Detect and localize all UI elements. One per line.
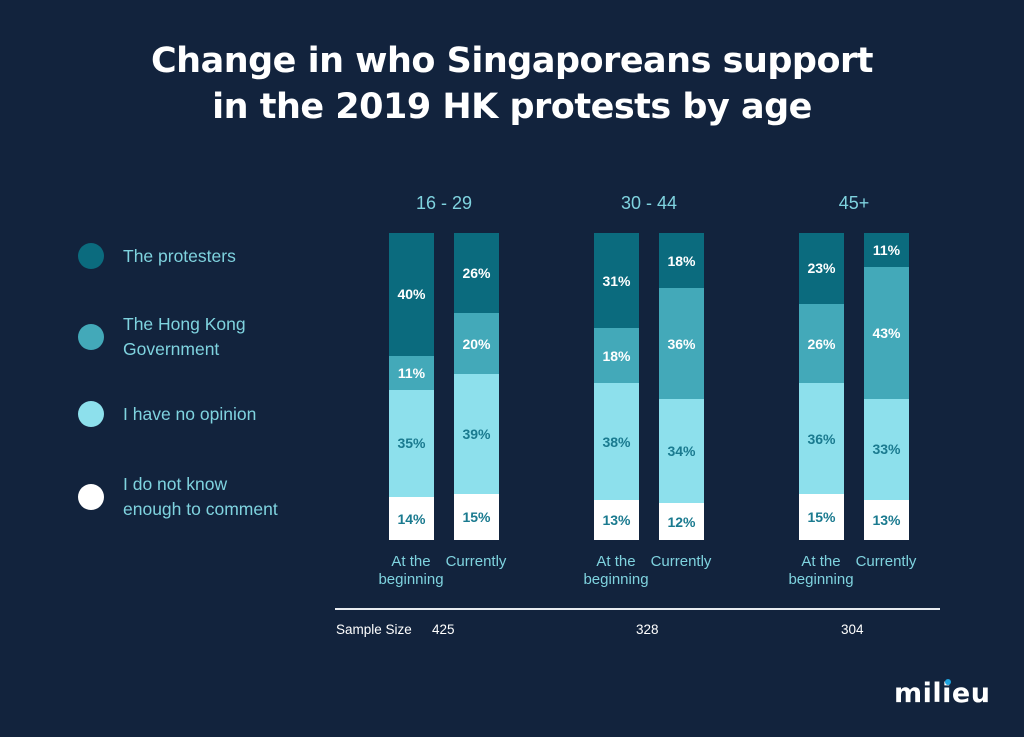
data-label: 33% bbox=[872, 441, 900, 457]
sample-size-value: 328 bbox=[636, 622, 659, 637]
bar-segment: 15% bbox=[799, 494, 844, 540]
title-line-1: Change in who Singaporeans support bbox=[0, 38, 1024, 84]
bar-segment: 31% bbox=[594, 233, 639, 328]
legend-label: The Hong KongGovernment bbox=[123, 312, 246, 362]
legend-item: I have no opinion bbox=[78, 401, 256, 427]
chart-title: Change in who Singaporeans support in th… bbox=[0, 38, 1024, 130]
data-label: 40% bbox=[397, 286, 425, 302]
legend-swatch-icon bbox=[78, 401, 104, 427]
logo-accent-dot bbox=[945, 679, 951, 685]
stacked-bar: 26% 20% 39% 15% bbox=[454, 233, 499, 540]
bar-category-label: Currently bbox=[636, 553, 726, 571]
bar-segment: 11% bbox=[389, 356, 434, 390]
data-label: 39% bbox=[462, 426, 490, 442]
data-label: 36% bbox=[807, 431, 835, 447]
milieu-logo: milieu bbox=[894, 678, 990, 709]
legend-item: The protesters bbox=[78, 243, 236, 269]
bar-segment: 34% bbox=[659, 399, 704, 503]
bar-segment: 39% bbox=[454, 374, 499, 494]
data-label: 18% bbox=[602, 348, 630, 364]
bar-segment: 36% bbox=[799, 383, 844, 494]
data-label: 11% bbox=[398, 365, 425, 381]
data-label: 36% bbox=[667, 336, 695, 352]
data-label: 15% bbox=[462, 509, 490, 525]
data-label: 14% bbox=[397, 511, 425, 527]
bar-segment: 33% bbox=[864, 399, 909, 500]
bar-segment: 43% bbox=[864, 267, 909, 399]
bar-segment: 35% bbox=[389, 390, 434, 497]
stacked-bar: 11% 43% 33% 13% bbox=[864, 233, 909, 540]
legend-label: I do not knowenough to comment bbox=[123, 472, 278, 522]
stacked-bar: 31% 18% 38% 13% bbox=[594, 233, 639, 540]
stacked-bar: 40% 11% 35% 14% bbox=[389, 233, 434, 540]
data-label: 31% bbox=[602, 273, 630, 289]
age-group-label: 45+ bbox=[794, 193, 914, 214]
age-group-label: 16 - 29 bbox=[384, 193, 504, 214]
bar-segment: 38% bbox=[594, 383, 639, 500]
data-label: 13% bbox=[872, 512, 900, 528]
bar-segment: 40% bbox=[389, 233, 434, 356]
legend-swatch-icon bbox=[78, 324, 104, 350]
data-label: 26% bbox=[462, 265, 490, 281]
data-label: 13% bbox=[602, 512, 630, 528]
legend-item: I do not knowenough to comment bbox=[78, 472, 278, 522]
data-label: 38% bbox=[602, 434, 630, 450]
legend-swatch-icon bbox=[78, 243, 104, 269]
data-label: 12% bbox=[667, 514, 695, 530]
bar-category-label: Currently bbox=[431, 553, 521, 571]
bar-segment: 11% bbox=[864, 233, 909, 267]
data-label: 35% bbox=[397, 435, 425, 451]
bar-segment: 13% bbox=[594, 500, 639, 540]
bar-segment: 13% bbox=[864, 500, 909, 540]
legend-swatch-icon bbox=[78, 484, 104, 510]
x-axis-line bbox=[335, 608, 940, 610]
data-label: 26% bbox=[807, 336, 835, 352]
age-group-label: 30 - 44 bbox=[589, 193, 709, 214]
legend-label: I have no opinion bbox=[123, 402, 256, 427]
legend-item: The Hong KongGovernment bbox=[78, 312, 246, 362]
data-label: 23% bbox=[807, 260, 835, 276]
stacked-bar: 23% 26% 36% 15% bbox=[799, 233, 844, 540]
data-label: 18% bbox=[667, 253, 695, 269]
stacked-bar: 18% 36% 34% 12% bbox=[659, 233, 704, 540]
sample-size-label: Sample Size bbox=[336, 622, 412, 637]
title-line-2: in the 2019 HK protests by age bbox=[0, 84, 1024, 130]
data-label: 34% bbox=[667, 443, 695, 459]
bar-segment: 18% bbox=[594, 328, 639, 383]
data-label: 11% bbox=[873, 242, 900, 258]
data-label: 43% bbox=[872, 325, 900, 341]
sample-size-value: 304 bbox=[841, 622, 864, 637]
bar-segment: 14% bbox=[389, 497, 434, 540]
bar-segment: 26% bbox=[454, 233, 499, 313]
sample-size-value: 425 bbox=[432, 622, 455, 637]
bar-segment: 23% bbox=[799, 233, 844, 304]
bar-segment: 20% bbox=[454, 313, 499, 374]
bar-category-label: Currently bbox=[841, 553, 931, 571]
bar-segment: 36% bbox=[659, 288, 704, 399]
data-label: 20% bbox=[462, 336, 490, 352]
bar-segment: 26% bbox=[799, 304, 844, 384]
bar-segment: 15% bbox=[454, 494, 499, 540]
bar-segment: 18% bbox=[659, 233, 704, 288]
legend-label: The protesters bbox=[123, 244, 236, 269]
bar-segment: 12% bbox=[659, 503, 704, 540]
data-label: 15% bbox=[807, 509, 835, 525]
